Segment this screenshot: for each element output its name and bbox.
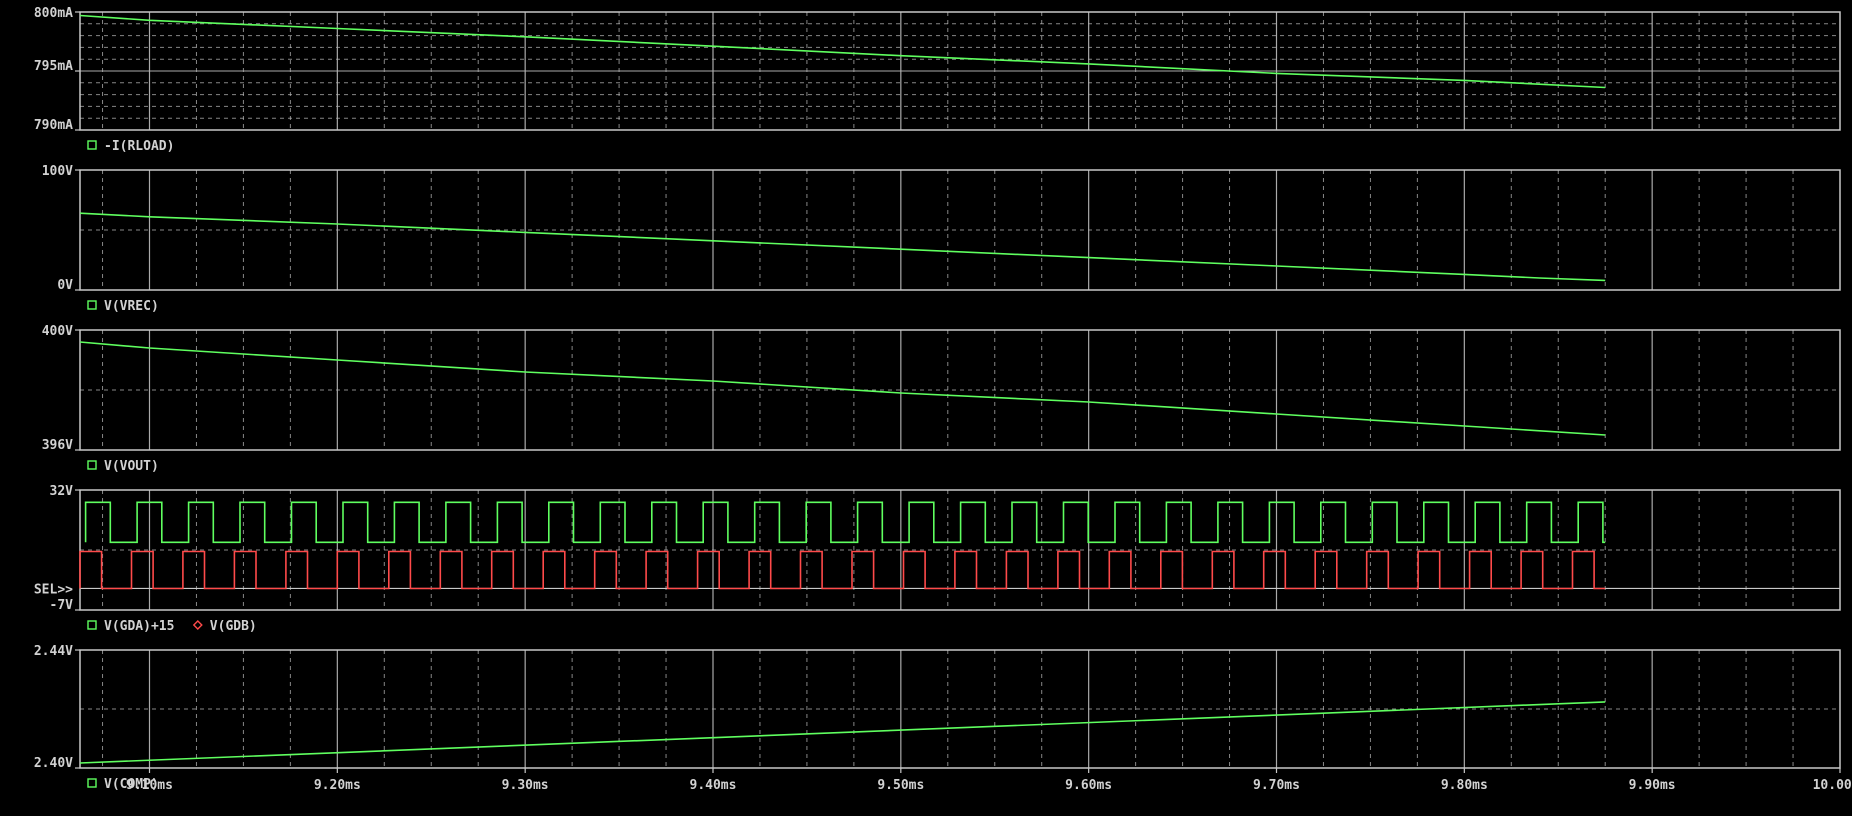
y-tick-label: 2.44V (34, 644, 73, 659)
y-tick-label: 795mA (34, 59, 73, 74)
legend-label: V(VREC) (104, 299, 159, 314)
legend-square-icon (87, 778, 97, 788)
x-tick-label: 10.00ms (1813, 778, 1852, 793)
legend-label: V(GDA)+15 (104, 619, 174, 634)
x-tick-label: 9.30ms (502, 778, 549, 793)
x-tick-label: 9.60ms (1065, 778, 1112, 793)
horizontal-grid (80, 23, 1840, 119)
legend-square-icon (87, 620, 97, 630)
legend-label: V(GDB) (210, 619, 257, 634)
legend-label: V(COMP) (104, 777, 159, 792)
selected-plot-marker: SEL>> (34, 582, 73, 597)
trace-i-rload (79, 14, 1606, 89)
x-tick-label: 9.40ms (690, 778, 737, 793)
y-tick-label: 32V (50, 484, 74, 499)
legend: V(COMP) (87, 777, 159, 792)
x-tick-label: 9.90ms (1629, 778, 1676, 793)
y-tick-label: 396V (42, 438, 73, 453)
plot-frame (79, 649, 1841, 769)
x-tick-label: 9.20ms (314, 778, 361, 793)
legend: V(GDA)+15 V(GDB) (87, 619, 257, 634)
y-tick-label: 790mA (34, 118, 73, 133)
legend: -I(RLOAD) (87, 139, 174, 154)
x-tick-label: 9.80ms (1441, 778, 1488, 793)
y-tick-label: -7V (50, 598, 74, 613)
legend-square-icon (87, 460, 97, 470)
plot-frame (79, 169, 1841, 291)
y-tick-label: 0V (57, 278, 73, 293)
legend-square-icon (87, 300, 97, 310)
y-tick-label: 800mA (34, 6, 73, 21)
y-tick-label: 100V (42, 164, 73, 179)
y-tick-label: 400V (42, 324, 73, 339)
legend: V(VREC) (87, 299, 159, 314)
x-tick-label: 9.50ms (877, 778, 924, 793)
plot-panel-2: 100V 0V V(VREC) (42, 164, 1841, 314)
trace-v-comp (79, 701, 1606, 764)
trace-v-gda-15 (84, 501, 1606, 544)
plot-panel-1: 800mA 795mA 790mA -I(RLOAD) (34, 6, 1841, 154)
plot-frame (79, 489, 1841, 611)
trace-v-vout (79, 341, 1606, 436)
legend-diamond-icon (192, 620, 203, 630)
legend-label: V(VOUT) (104, 459, 159, 474)
vertical-grid (102, 650, 1794, 768)
legend: V(VOUT) (87, 459, 159, 474)
plot-frame (79, 329, 1841, 451)
legend-label: -I(RLOAD) (104, 139, 174, 154)
x-tick-label: 9.10ms (126, 778, 173, 793)
x-axis: 9.10ms 9.20ms 9.30ms 9.40ms 9.50ms 9.60ms 9.70… (126, 768, 1852, 793)
x-tick-label: 9.70ms (1253, 778, 1300, 793)
legend-square-icon (87, 140, 97, 150)
trace-v-vrec (79, 212, 1606, 282)
plot-panel-3: 400V 396V V(VOUT) (42, 324, 1841, 474)
plot-panel-5: 2.44V 2.40V V(COMP) (34, 644, 1841, 792)
trace-v-gdb (79, 550, 1606, 590)
y-tick-label: 2.40V (34, 756, 73, 771)
